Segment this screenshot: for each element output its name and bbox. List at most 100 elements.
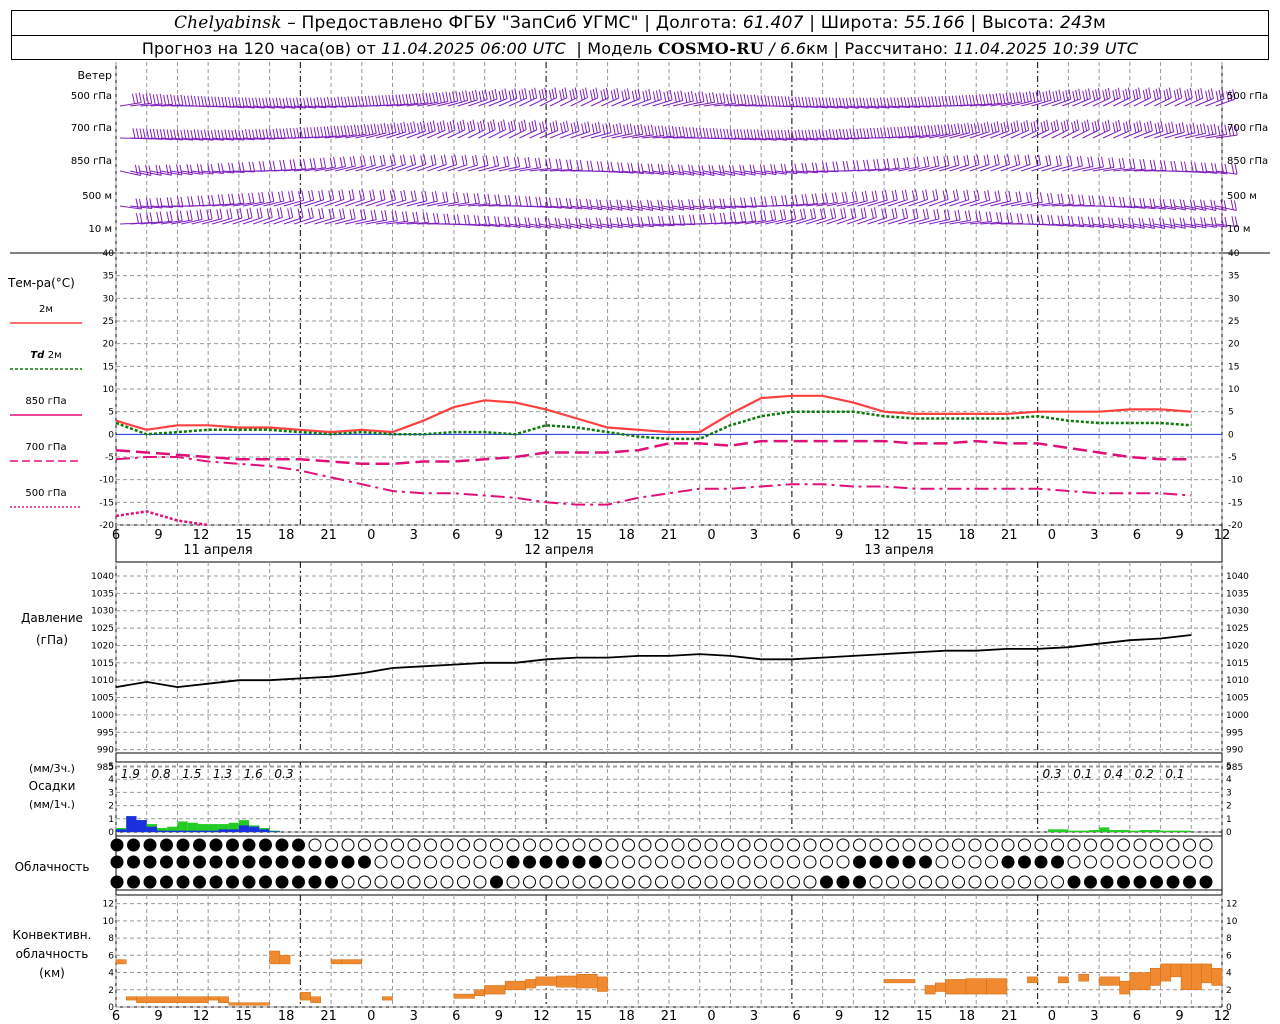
wind-barb-feather	[978, 210, 982, 222]
wind-barb-feather	[535, 196, 539, 207]
wind-barb-feather	[1024, 155, 1028, 166]
wind-barb-feather	[426, 122, 430, 134]
convective-cloud-bar	[207, 996, 219, 1001]
cloud-cover-symbol	[605, 855, 619, 869]
wind-barb-feather	[443, 154, 447, 165]
cloud-cover-symbol	[259, 838, 272, 852]
wind-barb-feather	[992, 93, 996, 105]
wind-barb-feather	[1176, 88, 1180, 100]
wind-barb-feather	[728, 164, 732, 175]
wind-barb-shaft	[765, 218, 786, 225]
wind-barb-feather	[753, 94, 757, 105]
wind-barb-feather	[1189, 199, 1193, 210]
wind-barb-feather	[559, 90, 563, 101]
wind-barb-feather	[419, 122, 423, 133]
wind-barb-feather	[1199, 123, 1203, 135]
wind-barb-shaft	[416, 130, 436, 139]
wind-barb-shaft	[1133, 130, 1153, 139]
wind-barb-feather	[545, 197, 549, 208]
wind-barb-shaft	[611, 97, 630, 107]
wind-barb-feather	[822, 161, 826, 173]
wind-barb-feather	[341, 189, 345, 200]
hour-tick-label: 12	[533, 1009, 550, 1024]
wind-barb-feather	[818, 97, 822, 108]
hour-tick-label: 12	[873, 1009, 890, 1024]
precip-tick-label-left: 5	[108, 762, 114, 772]
wind-barb-feather	[616, 199, 620, 210]
wind-barb-feather	[1230, 199, 1234, 210]
wind-barb-feather	[657, 199, 661, 210]
wind-barb-feather	[1050, 215, 1054, 226]
wind-barb-feather	[852, 160, 856, 171]
wind-barb-feather	[924, 96, 928, 107]
wind-barb-feather	[678, 214, 682, 226]
wind-panel-title: Ветер	[78, 69, 112, 82]
wind-barb-feather	[494, 216, 498, 227]
wind-barb-feather	[379, 155, 383, 167]
wind-barb-feather	[1128, 120, 1132, 131]
cloud-cover-symbol	[754, 875, 767, 889]
cloud-cover-symbol	[985, 855, 998, 869]
wind-barb-feather	[458, 92, 462, 103]
wind-barb-feather	[733, 129, 737, 140]
wind-barb-feather	[948, 95, 952, 107]
wind-barb-feather	[307, 208, 311, 219]
wind-barb-feather	[966, 189, 970, 200]
wind-barb-shaft	[898, 199, 918, 207]
wind-barb-shaft	[416, 200, 438, 207]
wind-barb-feather	[569, 159, 573, 170]
wind-barb-feather	[869, 97, 873, 108]
wind-barb-feather	[323, 157, 327, 168]
wind-level-label: 850 гПа	[71, 156, 112, 167]
cloud-cover-symbol	[407, 875, 421, 889]
wind-barb-feather	[801, 129, 805, 140]
wind-barb-feather	[179, 210, 183, 221]
wind-barb-feather	[1105, 89, 1109, 100]
wind-barb-feather	[968, 94, 972, 106]
wind-barb-shaft	[785, 217, 806, 225]
wind-barb-feather	[924, 125, 928, 136]
wind-barb-feather	[1076, 119, 1080, 130]
wind-barb-shaft	[990, 163, 1010, 172]
pressure-tick-label-left: 1025	[91, 624, 114, 634]
convective-cloud-bar	[1057, 976, 1069, 984]
wind-barb-feather	[296, 97, 300, 108]
day-label: 13 апреля	[864, 543, 934, 558]
wind-barb-feather	[590, 90, 593, 101]
cloud-cover-symbol	[1034, 875, 1048, 889]
wind-barb-feather	[797, 129, 801, 140]
wind-barb-shaft	[1123, 130, 1142, 139]
wind-barb-feather	[514, 88, 518, 99]
wind-barb-shaft	[1000, 200, 1022, 207]
wind-barb-shaft	[805, 217, 826, 225]
wind-barb-feather	[647, 125, 651, 136]
wind-barb-shaft	[775, 218, 796, 225]
wind-barb-feather	[852, 97, 856, 109]
wind-barb-feather	[726, 128, 730, 139]
wind-barb-feather	[742, 165, 746, 176]
wind-barb-feather	[179, 164, 183, 176]
wind-barb-feather	[801, 96, 805, 108]
wind-barb-feather	[413, 190, 417, 201]
wind-barb-feather	[856, 160, 860, 171]
wind-barb-shaft	[355, 133, 377, 139]
wind-barb-feather	[391, 94, 395, 105]
wind-barb-feather	[464, 154, 468, 165]
precip-3h-sum-label: 0.8	[152, 767, 171, 781]
wind-barb-feather	[552, 121, 556, 132]
wind-barb-feather	[354, 96, 358, 107]
wind-barb-feather	[1215, 91, 1219, 102]
convective-cloud-bar	[1170, 963, 1182, 978]
wind-barb-feather	[377, 124, 381, 135]
wind-barb-feather	[791, 96, 795, 107]
wind-barb-feather	[644, 125, 648, 136]
wind-barb-feather	[1067, 215, 1071, 227]
convective-cloud-bar	[474, 989, 485, 997]
convective-cloud-bar	[300, 992, 311, 1001]
wind-barb-feather	[680, 90, 684, 101]
wind-barb-feather	[473, 193, 477, 204]
wind-barb-feather	[279, 97, 283, 109]
cloud-cover-symbol	[853, 875, 866, 889]
wind-barb-feather	[1102, 90, 1106, 101]
wind-barb-feather	[434, 191, 438, 202]
